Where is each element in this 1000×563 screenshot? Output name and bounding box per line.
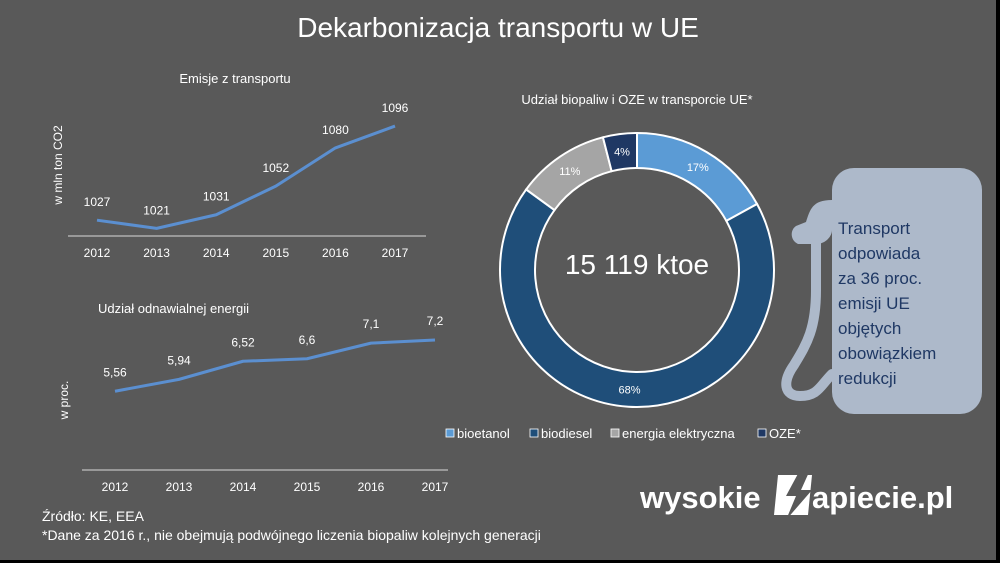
data-label: 6,52 <box>231 335 255 349</box>
pump-text-line: za 36 proc. <box>838 269 923 288</box>
donut-slice <box>498 188 775 408</box>
y-axis-label: w mln ton CO2 <box>51 125 65 206</box>
series-line <box>114 338 436 393</box>
chart-title: Udział biopaliw i OZE w transporcie UE* <box>521 92 752 107</box>
series-line <box>96 124 396 230</box>
chart-title: Emisje z transportu <box>179 71 290 86</box>
data-label: 1052 <box>262 161 289 175</box>
x-tick-label: 2012 <box>102 480 129 494</box>
donut-slice <box>601 131 638 173</box>
pump-text-line: emisji UE <box>838 294 910 313</box>
source-note: Źródło: KE, EEA <box>42 508 144 524</box>
donut-center-label: 15 119 ktoe <box>565 249 709 280</box>
data-label: 7,1 <box>363 317 380 331</box>
x-tick-label: 2014 <box>230 480 257 494</box>
data-label: 5,94 <box>167 353 191 367</box>
x-tick-label: 2014 <box>203 246 230 260</box>
lightning-n-icon <box>774 470 812 520</box>
x-tick-label: 2015 <box>262 246 289 260</box>
fuel-pump-icon <box>781 168 982 414</box>
data-label: 1096 <box>382 101 409 115</box>
data-label: 1021 <box>143 203 170 217</box>
legend-label: OZE* <box>769 426 801 441</box>
legend-swatch <box>757 428 767 438</box>
x-tick-label: 2015 <box>294 480 321 494</box>
x-tick-label: 2016 <box>322 246 349 260</box>
slice-label: 68% <box>618 384 640 396</box>
legend-label: biodiesel <box>541 426 592 441</box>
legend-swatch <box>529 428 539 438</box>
data-label: 5,56 <box>103 365 127 379</box>
slice-label: 17% <box>687 162 709 174</box>
pump-text: Transport odpowiada za 36 proc. emisji U… <box>838 216 978 391</box>
pump-text-line: obowiązkiem <box>838 344 937 363</box>
data-label: 1031 <box>203 190 230 204</box>
brand-right: apiecie.pl <box>812 480 953 515</box>
x-tick-label: 2013 <box>166 480 193 494</box>
legend-swatch <box>610 428 620 438</box>
legend-swatch <box>445 428 455 438</box>
x-tick-label: 2017 <box>422 480 449 494</box>
x-tick-label: 2012 <box>84 246 111 260</box>
brand-logo: wysokie apiecie.pl <box>640 470 953 520</box>
data-label: 1027 <box>84 195 111 209</box>
brand-left: wysokie <box>640 480 761 515</box>
legend-label: bioetanol <box>457 426 510 441</box>
x-tick-label: 2016 <box>358 480 385 494</box>
pump-text-line: Transport <box>838 219 911 238</box>
page-title: Dekarbonizacja transportu w UE <box>297 12 699 43</box>
x-tick-label: 2013 <box>143 246 170 260</box>
data-footnote: *Dane za 2016 r., nie obejmują podwójneg… <box>42 527 541 543</box>
slice-label: 4% <box>614 146 630 158</box>
donut-slice <box>636 131 759 223</box>
data-label: 7,2 <box>427 314 444 328</box>
pump-text-line: objętych <box>838 319 902 338</box>
pump-text-line: redukcji <box>838 369 897 388</box>
data-label: 1080 <box>322 123 349 137</box>
x-tick-label: 2017 <box>382 246 409 260</box>
legend-label: energia elektryczna <box>622 426 735 441</box>
chart-title: Udział odnawialnej energii <box>98 301 249 316</box>
slice-label: 11% <box>559 166 580 178</box>
data-label: 6,6 <box>299 333 316 347</box>
y-axis-label: w proc. <box>57 381 71 421</box>
pump-text-line: odpowiada <box>838 244 921 263</box>
